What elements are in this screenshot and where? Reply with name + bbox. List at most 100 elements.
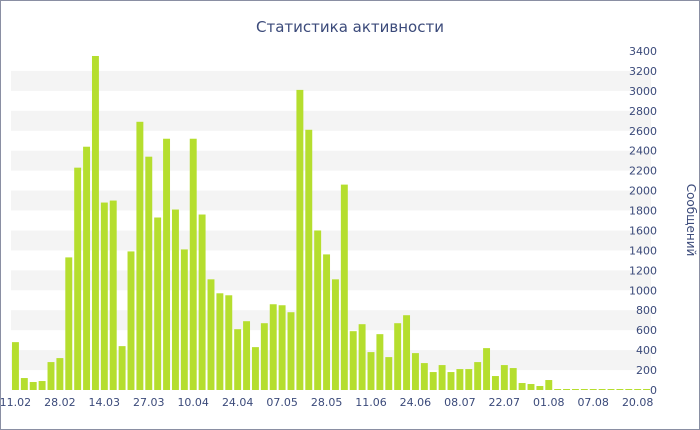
y-tick-label: 200 bbox=[636, 364, 657, 377]
grid-band bbox=[11, 350, 651, 371]
bar bbox=[216, 293, 224, 390]
bar bbox=[171, 209, 179, 390]
x-tick-label: 27.03 bbox=[133, 396, 165, 409]
grid-band bbox=[11, 230, 651, 251]
grid-band bbox=[11, 310, 651, 331]
y-tick-label: 800 bbox=[636, 304, 657, 317]
bar bbox=[616, 389, 624, 390]
bar bbox=[500, 365, 508, 390]
bar bbox=[234, 329, 242, 390]
bar bbox=[580, 389, 588, 390]
bar bbox=[100, 202, 108, 390]
bar bbox=[349, 331, 357, 390]
bar bbox=[323, 254, 331, 390]
y-tick-labels: 0 200 400 600 800 1000 1200 1400 1600 1800 2000 220… bbox=[629, 45, 657, 397]
bar bbox=[340, 184, 348, 390]
x-tick-label: 24.06 bbox=[400, 396, 432, 409]
bar bbox=[163, 138, 171, 390]
bar bbox=[403, 315, 411, 390]
bar bbox=[91, 55, 99, 391]
bar bbox=[634, 389, 642, 390]
x-tick-label: 11.06 bbox=[355, 396, 387, 409]
bar bbox=[65, 257, 73, 390]
bar bbox=[411, 353, 419, 390]
grid-band bbox=[11, 150, 651, 171]
x-tick-label: 22.07 bbox=[489, 396, 521, 409]
x-tick-label: 14.03 bbox=[89, 396, 121, 409]
bar bbox=[518, 383, 526, 390]
bar bbox=[554, 389, 562, 390]
bar bbox=[331, 279, 339, 390]
grid-band bbox=[11, 190, 651, 211]
y-tick-label: 1200 bbox=[629, 264, 657, 277]
x-tick-label: 10.04 bbox=[177, 396, 209, 409]
bar bbox=[225, 295, 233, 390]
bar bbox=[189, 138, 197, 390]
chart-title: Статистика активности bbox=[256, 18, 444, 36]
grid-band bbox=[11, 270, 651, 291]
bar bbox=[29, 382, 37, 390]
bar bbox=[536, 386, 544, 390]
bar bbox=[607, 389, 615, 390]
bar bbox=[136, 121, 144, 390]
bar bbox=[278, 305, 286, 390]
bar bbox=[589, 389, 597, 390]
y-tick-label: 2200 bbox=[629, 165, 657, 178]
bar bbox=[438, 365, 446, 390]
bar bbox=[305, 129, 313, 390]
y-tick-label: 3000 bbox=[629, 85, 657, 98]
bar bbox=[598, 389, 606, 390]
bar bbox=[20, 378, 28, 390]
bar bbox=[11, 342, 19, 390]
bar bbox=[358, 324, 366, 390]
bar bbox=[83, 146, 91, 390]
bar bbox=[563, 389, 571, 390]
bar bbox=[625, 389, 633, 390]
bar bbox=[207, 279, 215, 390]
bar bbox=[456, 369, 464, 390]
y-tick-label: 3400 bbox=[629, 45, 657, 58]
bar bbox=[56, 358, 64, 390]
y-tick-label: 1400 bbox=[629, 244, 657, 257]
y-axis-label: Сообщений bbox=[684, 184, 698, 257]
bar bbox=[74, 167, 82, 390]
y-tick-label: 400 bbox=[636, 344, 657, 357]
y-tick-label: 1600 bbox=[629, 225, 657, 238]
bar bbox=[260, 323, 268, 390]
grid-band bbox=[11, 70, 651, 91]
bar bbox=[296, 89, 304, 390]
bar bbox=[376, 334, 384, 390]
x-tick-label: 07.08 bbox=[577, 396, 609, 409]
bar bbox=[483, 348, 491, 390]
bar bbox=[109, 200, 117, 390]
bar bbox=[429, 372, 437, 390]
y-tick-label: 2000 bbox=[629, 185, 657, 198]
bar bbox=[198, 214, 206, 390]
y-tick-label: 600 bbox=[636, 324, 657, 337]
bar bbox=[643, 389, 651, 390]
bar bbox=[385, 357, 393, 390]
grid-bands bbox=[11, 70, 651, 371]
bars bbox=[11, 55, 651, 391]
bar bbox=[243, 321, 251, 390]
bar bbox=[314, 230, 322, 390]
bar bbox=[367, 352, 375, 390]
bar bbox=[491, 376, 499, 390]
bar bbox=[571, 389, 579, 390]
y-tick-label: 1800 bbox=[629, 205, 657, 218]
x-tick-labels: 11.02 28.02 14.03 27.03 10.04 24.04 07.05 28.05… bbox=[1, 396, 653, 409]
x-tick-label: 28.02 bbox=[44, 396, 76, 409]
x-tick-label: 08.07 bbox=[444, 396, 476, 409]
y-tick-label: 1000 bbox=[629, 284, 657, 297]
bar bbox=[420, 363, 428, 390]
y-tick-label: 2800 bbox=[629, 105, 657, 118]
bar bbox=[465, 369, 473, 390]
bar bbox=[118, 346, 126, 390]
x-tick-label: 11.02 bbox=[1, 396, 31, 409]
bar bbox=[545, 380, 553, 390]
bar bbox=[394, 323, 402, 390]
y-tick-label: 2400 bbox=[629, 145, 657, 158]
bar bbox=[145, 156, 153, 390]
